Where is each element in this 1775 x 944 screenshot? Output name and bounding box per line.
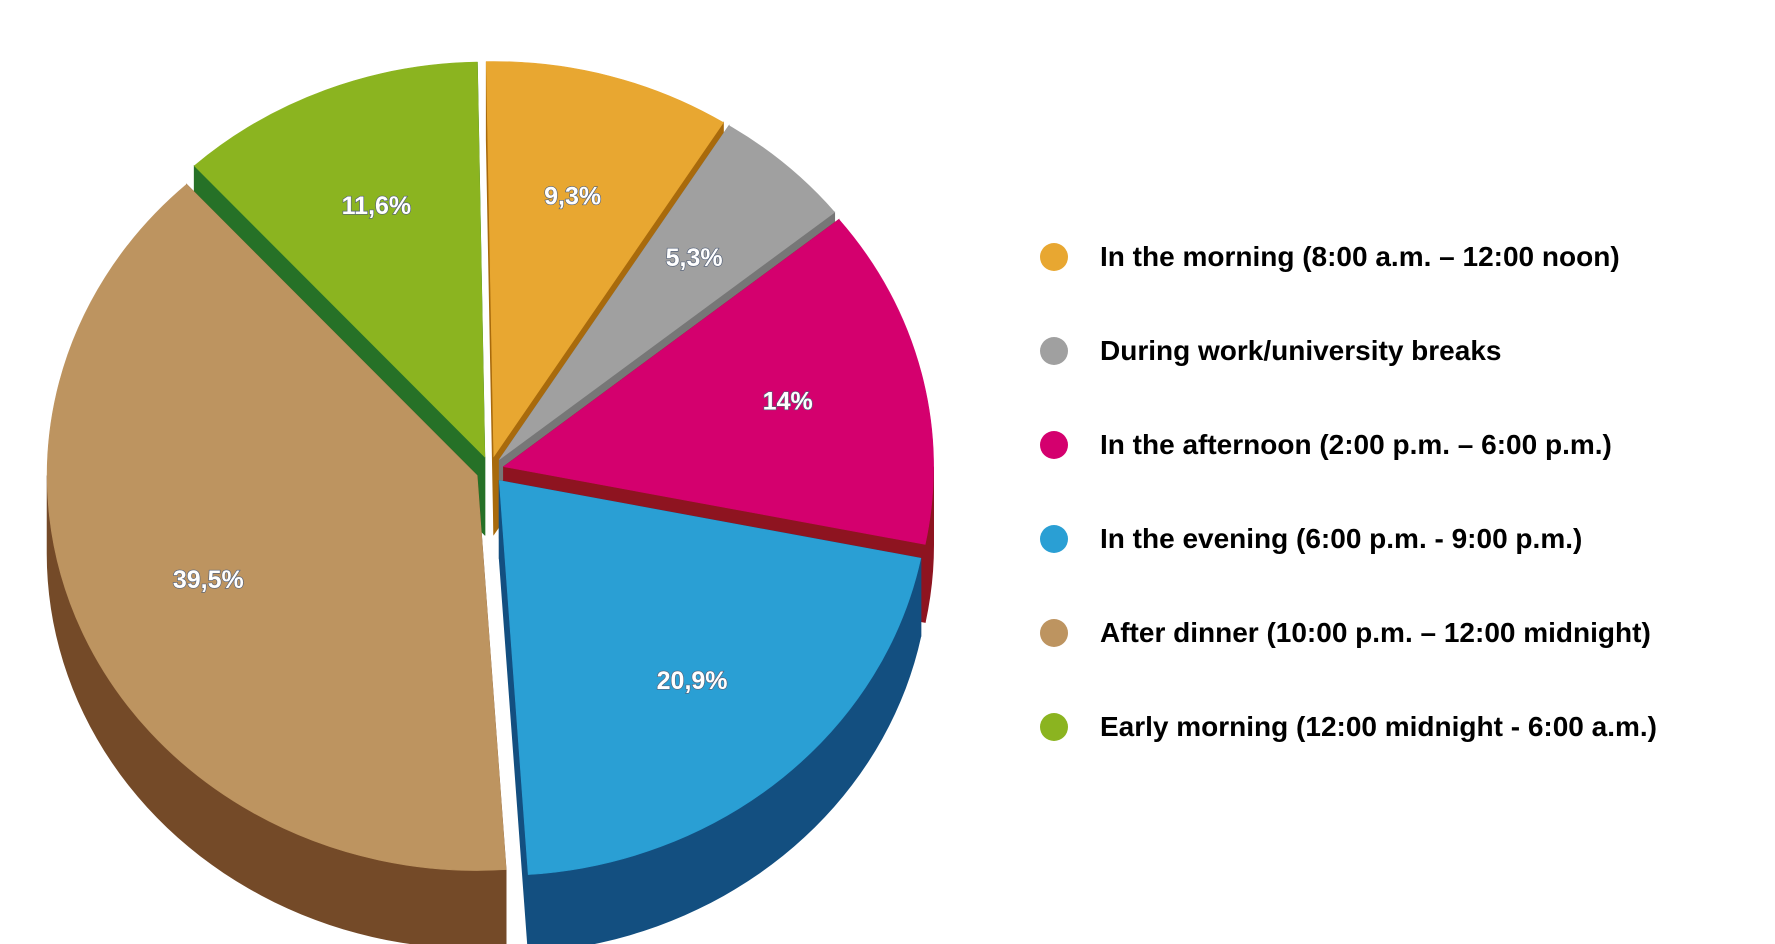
legend-item: In the evening (6:00 p.m. - 9:00 p.m.) (1040, 492, 1657, 586)
slice-labels: 9,3% 5,3% 14% 20,9% 39,5% 11,6% (172, 182, 813, 696)
legend-label: During work/university breaks (1100, 335, 1502, 366)
legend-label: Early morning (12:00 midnight - 6:00 a.m… (1100, 711, 1658, 742)
slice-value-label-4: 39,5% (173, 566, 244, 594)
slice-tops (46, 61, 934, 875)
slice-value-label-3: 20,9% (657, 667, 728, 695)
slice-value-label-5: 11,6% (342, 192, 412, 220)
slice-value-label-1: 5,3% (666, 244, 723, 272)
slice-value-label-2: 14% (763, 388, 813, 416)
legend-swatch (1040, 243, 1068, 271)
legend-item: In the morning (8:00 a.m. – 12:00 noon) (1040, 210, 1657, 304)
legend-item: In the afternoon (2:00 p.m. – 6:00 p.m.) (1040, 398, 1657, 492)
legend-label: In the morning (8:00 a.m. – 12:00 noon) (1100, 241, 1620, 272)
pie-slice-0 (485, 61, 724, 458)
legend-item: After dinner (10:00 p.m. – 12:00 midnigh… (1040, 586, 1657, 680)
pie-slice-5 (193, 61, 486, 458)
legend-label: After dinner (10:00 p.m. – 12:00 midnigh… (1100, 617, 1651, 648)
legend-swatch (1040, 525, 1068, 553)
chart-legend: In the morning (8:00 a.m. – 12:00 noon) D… (1040, 210, 1657, 774)
legend-item: Early morning (12:00 midnight - 6:00 a.m… (1040, 680, 1657, 774)
pie-slice-1 (499, 125, 836, 460)
legend-swatch (1040, 431, 1068, 459)
legend-swatch (1040, 337, 1068, 365)
legend-label: In the evening (6:00 p.m. - 9:00 p.m.) (1100, 523, 1583, 554)
legend-label: In the afternoon (2:00 p.m. – 6:00 p.m.) (1100, 429, 1612, 460)
legend-swatch (1040, 713, 1068, 741)
pie-slice-3 (498, 480, 922, 875)
legend-item: During work/university breaks (1040, 304, 1657, 398)
legend-swatch (1040, 619, 1068, 647)
slice-value-label-0: 9,3% (544, 183, 601, 211)
pie-slice-4 (46, 183, 507, 871)
pie-slice-2 (502, 219, 934, 545)
